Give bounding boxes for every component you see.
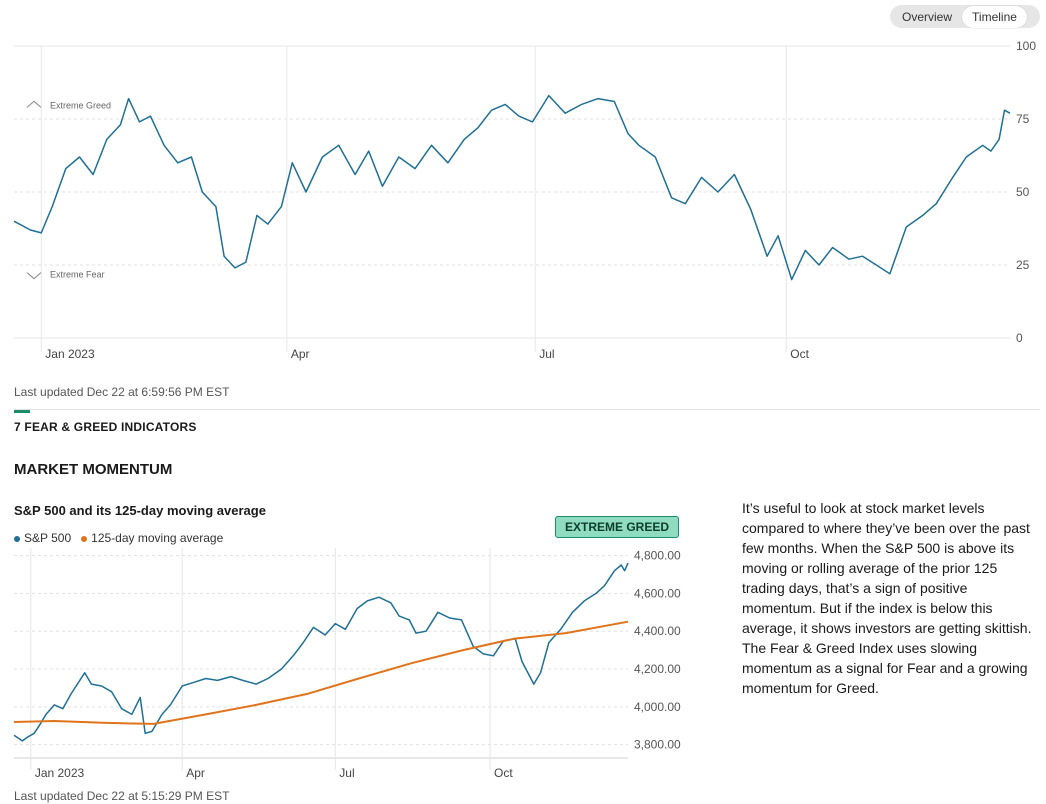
y-tick-label: 4,400.00 bbox=[634, 624, 681, 638]
legend-sp500: S&P 500 bbox=[14, 531, 71, 545]
tab-overview[interactable]: Overview bbox=[902, 9, 953, 24]
fear-greed-line bbox=[13, 94, 1011, 281]
y-tick-label: 50 bbox=[1016, 185, 1030, 199]
section-divider bbox=[14, 409, 1040, 410]
legend-ma: 125-day moving average bbox=[81, 531, 223, 545]
y-tick-label: 100 bbox=[1016, 39, 1036, 53]
momentum-last-updated: Last updated Dec 22 at 5:15:29 PM EST bbox=[14, 789, 230, 803]
chart-title: S&P 500 and its 125-day moving average bbox=[14, 503, 266, 518]
x-tick-label: Jul bbox=[339, 766, 354, 780]
y-tick-label: 0 bbox=[1016, 331, 1023, 345]
y-tick-label: 4,200.00 bbox=[634, 662, 681, 676]
extreme-greed-arrow bbox=[26, 100, 42, 108]
extreme-fear-label: Extreme Fear bbox=[50, 270, 105, 280]
tab-timeline[interactable]: Timeline bbox=[962, 5, 1027, 28]
sp500-legend-dot bbox=[14, 535, 20, 542]
timeline-last-updated: Last updated Dec 22 at 6:59:56 PM EST bbox=[14, 385, 230, 399]
ma-legend-dot bbox=[81, 535, 88, 542]
x-tick-label: Apr bbox=[186, 766, 205, 780]
indicators-title: 7 FEAR & GREED INDICATORS bbox=[14, 420, 197, 434]
y-tick-label: 4,000.00 bbox=[634, 700, 681, 714]
moving-average-line bbox=[13, 620, 629, 725]
chart-legend: S&P 500 125-day moving average bbox=[14, 531, 223, 545]
y-tick-label: 4,600.00 bbox=[634, 586, 681, 600]
x-tick-label: Apr bbox=[291, 347, 310, 361]
x-tick-label: Oct bbox=[790, 347, 809, 361]
extreme-fear-arrow bbox=[26, 272, 42, 280]
x-tick-label: Jan 2023 bbox=[45, 347, 95, 361]
x-tick-label: Oct bbox=[494, 766, 513, 780]
y-tick-label: 3,800.00 bbox=[634, 738, 681, 752]
view-toggle: Overview Timeline bbox=[890, 5, 1040, 28]
market-momentum-chart: 3,800.00 4,000.00 4,200.00 4,400.00 4,600.00… bbox=[13, 548, 681, 780]
sp500-line bbox=[13, 562, 629, 742]
x-tick-label: Jul bbox=[539, 347, 554, 361]
indicator-description: It’s useful to look at stock market leve… bbox=[742, 500, 1032, 696]
section-accent bbox=[14, 410, 30, 413]
extreme-greed-label: Extreme Greed bbox=[50, 100, 111, 110]
status-badge: EXTREME GREED bbox=[555, 516, 679, 538]
y-tick-label: 4,800.00 bbox=[634, 549, 681, 563]
x-tick-label: Jan 2023 bbox=[35, 766, 85, 780]
legend-ma-label: 125-day moving average bbox=[91, 531, 224, 545]
y-tick-label: 75 bbox=[1016, 112, 1030, 126]
legend-sp500-label: S&P 500 bbox=[24, 531, 72, 545]
fear-greed-timeline-chart: 0 25 50 75 100 Jan 2023 Apr Jul Oct Extreme Greed… bbox=[13, 39, 1036, 361]
y-tick-label: 25 bbox=[1016, 258, 1030, 272]
section-title: MARKET MOMENTUM bbox=[14, 461, 173, 478]
